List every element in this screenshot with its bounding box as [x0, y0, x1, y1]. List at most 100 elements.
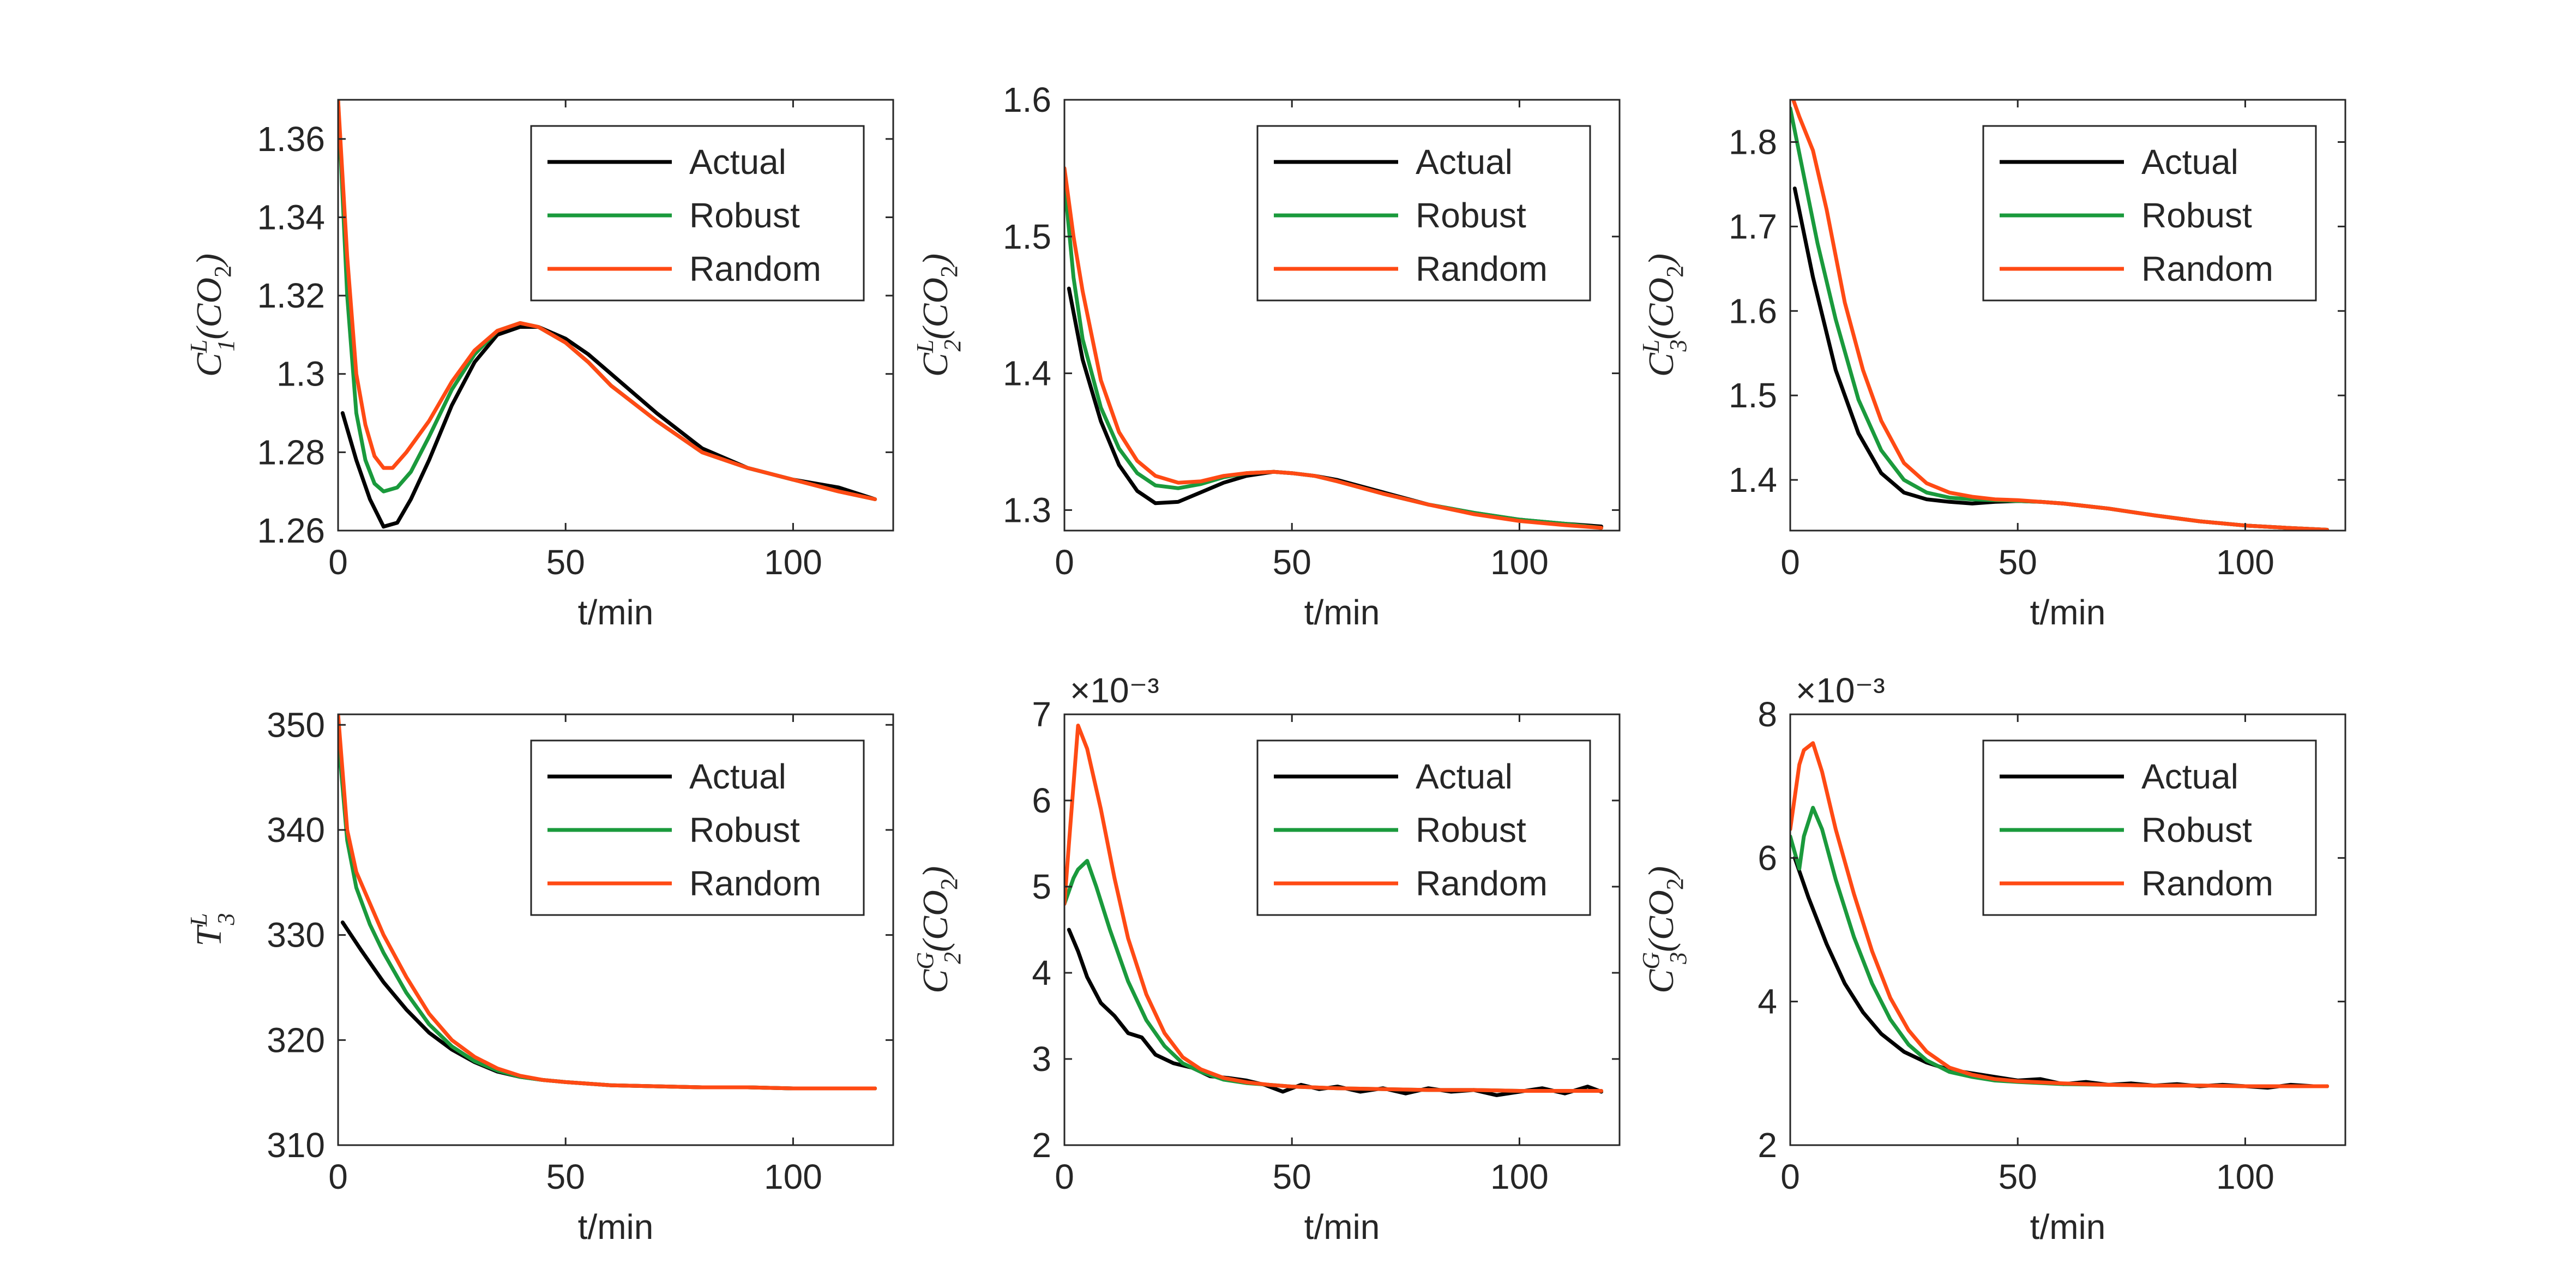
y-axis-label: CG2(CO2) [912, 866, 966, 993]
y-axis-label: TL3 [185, 913, 239, 946]
axes-box [337, 713, 894, 1146]
x-tick-label: 0 [328, 543, 348, 582]
y-tick-label: 6 [1032, 781, 1051, 820]
y-tick-label: 1.36 [257, 119, 325, 159]
subplot-3: 0 50 100 1.4 1.5 1.6 1.7 1.8 t/min CL3(CO2) Actual… [1638, 99, 2346, 632]
legend-label-random: Random [1416, 864, 1548, 903]
series-line-random [1790, 741, 2330, 1088]
y-tick-label: 1.4 [1003, 354, 1051, 393]
y-tick-label: 7 [1032, 695, 1051, 734]
y-tick-label: 2 [1032, 1126, 1051, 1165]
y-tick-label: 1.4 [1729, 460, 1777, 499]
axes-box [1789, 99, 2346, 532]
x-tick-label: 0 [1055, 1157, 1074, 1196]
y-exponent-label: ×10⁻³ [1796, 671, 1885, 710]
x-tick-label: 100 [1490, 543, 1549, 582]
legend-box [530, 739, 865, 916]
y-tick-label: 330 [267, 916, 325, 955]
legend-box [1256, 125, 1591, 302]
subplot-2: 0 50 100 1.3 1.4 1.5 1.6 t/min CL2(CO2) Actual Rob… [912, 80, 1621, 632]
x-tick-label: 50 [546, 543, 585, 582]
axes-box [337, 99, 894, 532]
x-tick-label: 50 [1999, 1157, 2037, 1196]
legend-label-actual: Actual [1416, 757, 1513, 796]
legend: Actual Robust Random [1256, 125, 1591, 302]
legend: Actual Robust Random [1982, 739, 2317, 916]
legend-label-robust: Robust [1416, 196, 1526, 235]
series-line-random [1791, 100, 2330, 531]
legend-label-random: Random [2141, 864, 2273, 903]
y-tick-label: 6 [1758, 838, 1777, 877]
subplot-5: 0 50 100 2 3 4 5 6 7 t/min ×10⁻³ CG2(CO2) Actual Robu… [912, 671, 1621, 1247]
legend-box [1982, 739, 2317, 916]
legend-label-actual: Actual [689, 142, 786, 182]
y-tick-label: 1.32 [257, 276, 325, 315]
legend-label-random: Random [1416, 249, 1548, 288]
axes-box [1789, 713, 2346, 1146]
legend-label-robust: Robust [2141, 196, 2252, 235]
x-axis-label: t/min [1304, 1207, 1380, 1247]
x-tick-label: 100 [764, 1157, 822, 1196]
x-tick-label: 0 [1055, 543, 1074, 582]
legend-label-robust: Robust [2141, 810, 2252, 850]
y-exponent-label: ×10⁻³ [1070, 671, 1159, 710]
y-tick-label: 1.3 [1003, 490, 1051, 529]
y-tick-label: 2 [1758, 1126, 1777, 1165]
legend-label-random: Random [2141, 249, 2273, 288]
legend: Actual Robust Random [1982, 125, 2317, 302]
y-tick-label: 1.3 [276, 354, 325, 394]
y-tick-label: 1.28 [257, 432, 325, 472]
x-axis-label: t/min [2030, 1207, 2106, 1247]
x-tick-label: 50 [546, 1157, 585, 1196]
legend: Actual Robust Random [530, 739, 865, 916]
x-tick-label: 0 [1780, 543, 1800, 582]
y-tick-label: 1.8 [1729, 122, 1777, 161]
y-axis-label: CL3(CO2) [1638, 254, 1692, 377]
y-tick-label: 1.26 [257, 511, 325, 550]
y-tick-label: 1.34 [257, 197, 325, 237]
x-axis-label: t/min [578, 593, 654, 632]
x-tick-label: 50 [1273, 543, 1311, 582]
series-line-random [338, 714, 877, 1091]
y-tick-label: 1.7 [1729, 207, 1777, 246]
series-line-random [1064, 166, 1604, 530]
legend-box [1256, 739, 1591, 916]
y-tick-label: 8 [1758, 695, 1777, 734]
legend-box [530, 125, 865, 302]
subplot-1: 0 50 100 1.26 1.28 1.3 1.32 1.34 1.36 t/min CL1(CO… [185, 99, 894, 632]
x-tick-label: 100 [764, 543, 822, 582]
y-tick-label: 340 [267, 810, 325, 850]
y-tick-label: 1.5 [1729, 376, 1777, 415]
y-axis-label: CG3(CO2) [1638, 866, 1692, 993]
legend-label-random: Random [689, 249, 821, 288]
x-tick-label: 100 [1490, 1157, 1549, 1196]
subplot-4: 0 50 100 310 320 330 340 350 t/min TL3 Actual Robu… [185, 705, 894, 1247]
x-tick-label: 100 [2216, 543, 2274, 582]
x-tick-label: 0 [1780, 1157, 1800, 1196]
x-tick-label: 0 [328, 1157, 348, 1196]
x-axis-label: t/min [578, 1207, 654, 1247]
legend-label-random: Random [689, 864, 821, 903]
x-tick-label: 100 [2216, 1157, 2274, 1196]
y-tick-label: 1.6 [1729, 291, 1777, 330]
y-axis-label: CL1(CO2) [185, 254, 239, 377]
y-axis-label: CL2(CO2) [912, 254, 966, 377]
x-tick-label: 50 [1999, 543, 2037, 582]
legend: Actual Robust Random [1256, 739, 1591, 916]
series-line-random [1064, 724, 1604, 1093]
legend-label-actual: Actual [689, 757, 786, 796]
y-tick-label: 3 [1032, 1039, 1051, 1079]
y-tick-label: 320 [267, 1020, 325, 1060]
series-line-random [338, 100, 877, 501]
legend-label-robust: Robust [1416, 810, 1526, 850]
y-tick-label: 5 [1032, 867, 1051, 906]
y-tick-label: 310 [267, 1126, 325, 1165]
y-tick-label: 1.5 [1003, 217, 1051, 256]
y-tick-label: 1.6 [1003, 80, 1051, 119]
legend-label-actual: Actual [2141, 757, 2238, 796]
legend-label-robust: Robust [689, 196, 800, 235]
y-tick-label: 4 [1758, 982, 1777, 1021]
y-tick-label: 350 [267, 705, 325, 744]
legend-label-robust: Robust [689, 810, 800, 850]
